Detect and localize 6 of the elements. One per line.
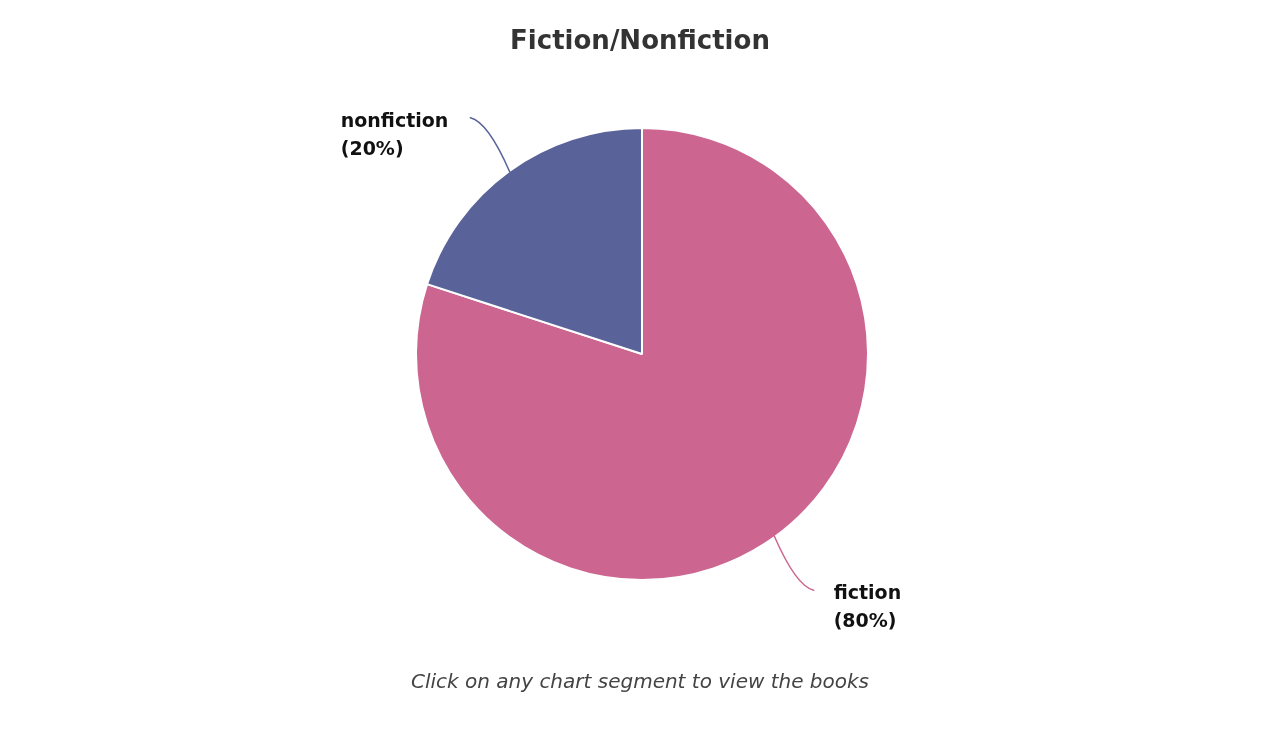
data-label: (20%) [340, 136, 404, 159]
data-label: (80%) [833, 609, 897, 632]
chart-title: Fiction/Nonfiction [509, 24, 771, 57]
text: Click on any chart segment to view the books [409, 668, 870, 695]
slice-label: fiction [833, 581, 902, 604]
slice-label: nonfiction [340, 108, 449, 131]
